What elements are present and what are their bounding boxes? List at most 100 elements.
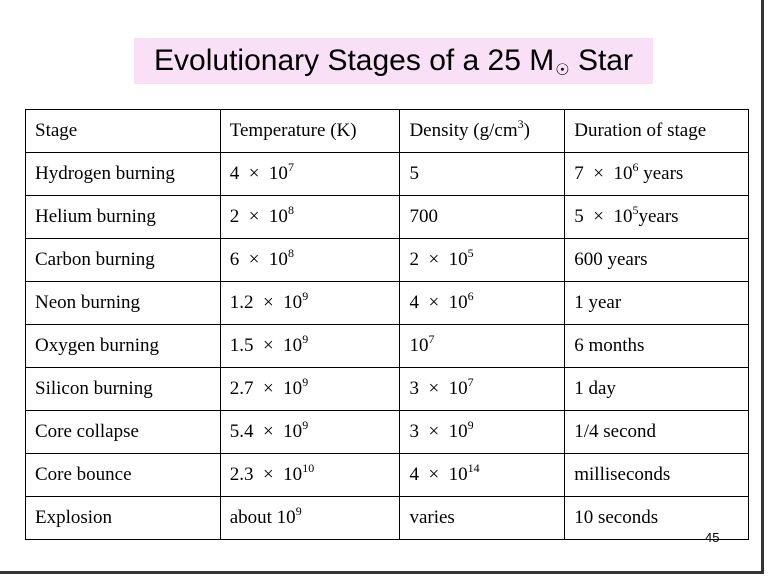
cell-duration: 7 × 106 years [564,152,749,196]
cell-density: 2 × 105 [399,238,566,282]
cell-stage: Carbon burning [25,238,221,282]
cell-duration: 10 seconds [564,496,749,540]
cell-text: 4 × 10 [229,163,288,184]
cell-density: 107 [399,324,566,368]
exponent: 8 [287,246,294,260]
cell-stage: Hydrogen burning [25,152,221,196]
exponent: 7 [467,375,474,389]
cell-duration: milliseconds [564,453,749,497]
cell-text: Carbon burning [35,249,155,270]
exponent: 9 [467,418,474,432]
cell-text: Density (g/cm [409,120,518,141]
cell-text: 600 years [574,249,648,270]
cell-temperature: 1.5 × 109 [219,324,401,368]
cell-text: Helium burning [35,206,156,227]
exponent: 10 [302,461,315,475]
table-row: Carbon burning 6 × 108 2 × 105 600 years [25,238,749,282]
cell-text: 3 × 10 [409,421,468,442]
exponent: 9 [295,504,302,518]
table-row: Core collapse 5.4 × 109 3 × 109 1/4 second [25,410,749,454]
cell-text: Stage [35,120,78,141]
cell-text: 5.4 × 10 [229,421,303,442]
cell-text: years [638,206,679,227]
cell-text: 1/4 second [574,421,657,442]
cell-text: 1 day [574,378,616,399]
exponent: 9 [302,332,309,346]
exponent: 9 [302,418,309,432]
table-row: Explosion about 109 varies 10 seconds [25,496,749,540]
cell-text: varies [409,507,455,528]
cell-text: Neon burning [35,292,141,313]
cell-temperature: 4 × 107 [219,152,401,196]
cell-temperature: 1.2 × 109 [219,281,401,325]
title-text: Evolutionary Stages of a 25 M [154,44,555,77]
header-temperature: Temperature (K) [219,109,401,153]
table-row: Core bounce 2.3 × 1010 4 × 1014 millisecond… [25,453,749,497]
table-row: Hydrogen burning 4 × 107 5 7 × 106 years [25,152,749,196]
cell-text: 10 seconds [574,507,659,528]
exponent: 7 [428,332,435,346]
page-number: 45 [705,530,720,545]
cell-text: 1.2 × 10 [229,292,303,313]
cell-temperature: 6 × 108 [219,238,401,282]
title-suffix: Star [569,44,633,77]
cell-text: Hydrogen burning [35,163,175,184]
cell-text: Core bounce [35,464,132,485]
table-row: Helium burning 2 × 108 700 5 × 105years [25,195,749,239]
cell-text: 2.3 × 10 [229,464,303,485]
table-row: Neon burning 1.2 × 109 4 × 106 1 year [25,281,749,325]
exponent: 9 [302,375,309,389]
cell-text: 3 × 10 [409,378,468,399]
cell-text: 1 year [574,292,622,313]
cell-density: 4 × 106 [399,281,566,325]
cell-text: milliseconds [574,464,671,485]
cell-text: 1.5 × 10 [229,335,303,356]
cell-text: Silicon burning [35,378,153,399]
cell-text: 10 [409,335,429,356]
exponent: 14 [467,461,480,475]
table-row: Oxygen burning 1.5 × 109 107 6 months [25,324,749,368]
cell-density: varies [399,496,566,540]
cell-text: Temperature (K) [229,120,357,141]
cell-text: Explosion [35,507,113,528]
cell-stage: Oxygen burning [25,324,221,368]
cell-text: Duration of stage [574,120,707,141]
table-header-row: Stage Temperature (K) Density (g/cm3) Durat… [25,109,749,153]
cell-text: ) [523,120,530,141]
cell-density: 4 × 1014 [399,453,566,497]
cell-density: 5 [399,152,566,196]
cell-text: 700 [409,206,438,227]
exponent: 6 [467,289,474,303]
cell-density: 700 [399,195,566,239]
slide-title: Evolutionary Stages of a 25 M ☉ Star [134,38,653,84]
cell-duration: 1 day [564,367,749,411]
sun-symbol-icon: ☉ [555,62,570,79]
cell-text: 7 × 10 [574,163,633,184]
exponent: 5 [467,246,474,260]
stages-table: Stage Temperature (K) Density (g/cm3) Durat… [25,109,749,540]
cell-temperature: 2.7 × 109 [219,367,401,411]
cell-duration: 5 × 105years [564,195,749,239]
cell-text: Core collapse [35,421,139,442]
cell-duration: 6 months [564,324,749,368]
cell-text: 2 × 10 [409,249,468,270]
header-stage: Stage [25,109,221,153]
header-density: Density (g/cm3) [399,109,566,153]
cell-stage: Core bounce [25,453,221,497]
exponent: 3 [517,117,524,131]
cell-density: 3 × 109 [399,410,566,454]
cell-text: about 10 [229,507,296,528]
cell-text: 4 × 10 [409,292,468,313]
cell-duration: 600 years [564,238,749,282]
cell-text: 6 months [574,335,645,356]
cell-stage: Neon burning [25,281,221,325]
table-row: Silicon burning 2.7 × 109 3 × 107 1 day [25,367,749,411]
cell-temperature: 2 × 108 [219,195,401,239]
exponent: 8 [287,203,294,217]
cell-stage: Core collapse [25,410,221,454]
cell-duration: 1/4 second [564,410,749,454]
exponent: 7 [287,160,294,174]
cell-stage: Explosion [25,496,221,540]
cell-temperature: about 109 [219,496,401,540]
